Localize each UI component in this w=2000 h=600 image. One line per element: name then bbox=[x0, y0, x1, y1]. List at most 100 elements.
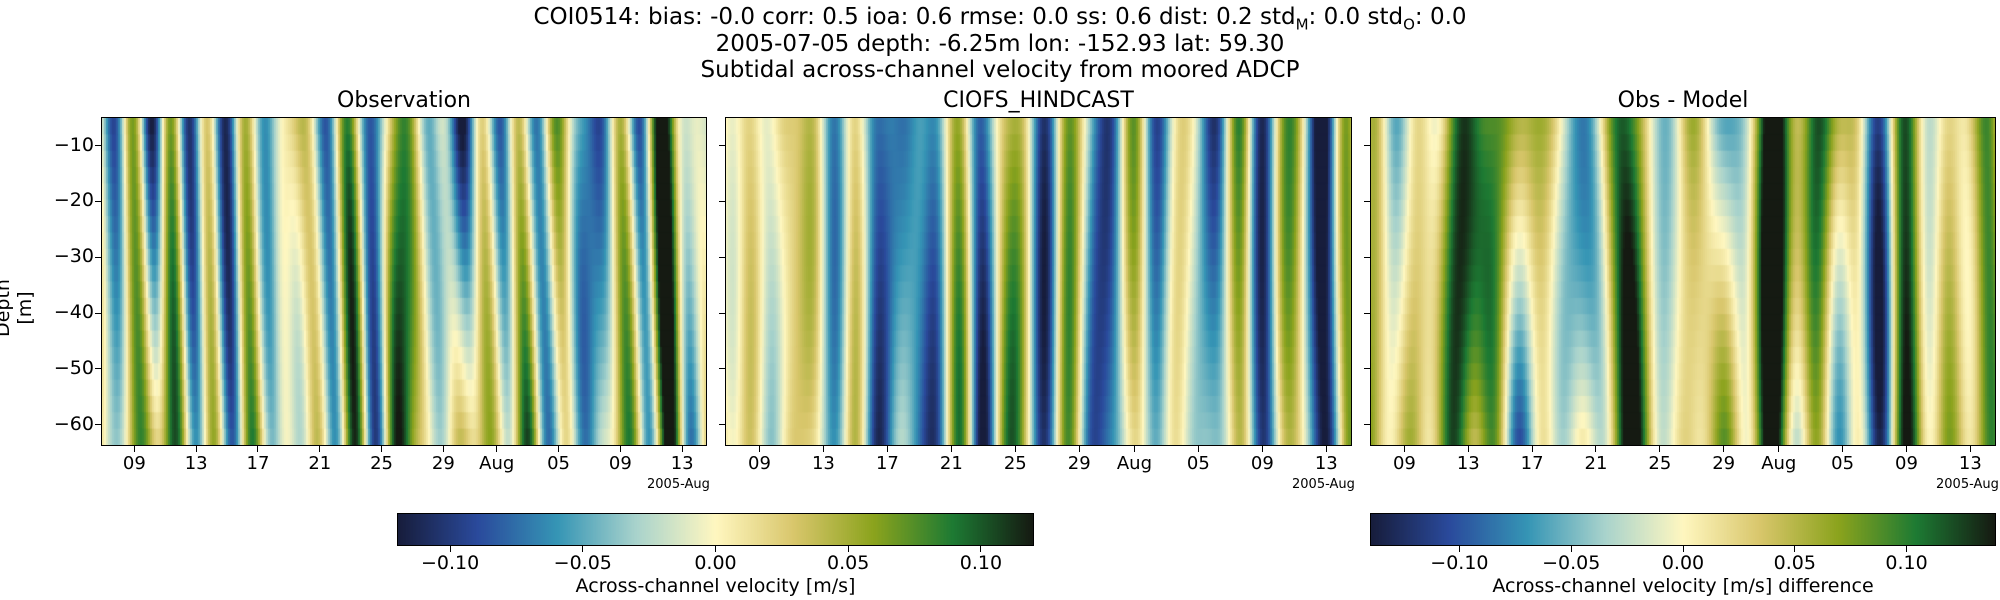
x-tick-label: 29 bbox=[1712, 453, 1736, 474]
y-tick-mark bbox=[1364, 368, 1370, 370]
x-tick-mark bbox=[1969, 446, 1971, 452]
colorbar-tick-label: 0.10 bbox=[1885, 552, 1928, 574]
x-tick-label: 29 bbox=[1067, 453, 1091, 474]
y-tick-label: −10 bbox=[53, 133, 94, 156]
x-tick-mark bbox=[1078, 446, 1080, 452]
x-axis-offset-label: 2005-Aug bbox=[647, 477, 710, 492]
x-tick-label: 13 bbox=[184, 453, 208, 474]
x-tick-mark bbox=[381, 446, 383, 452]
colorbar-difference-canvas bbox=[1371, 514, 1995, 545]
x-tick-mark bbox=[1905, 446, 1907, 452]
x-tick-mark bbox=[619, 446, 621, 452]
x-tick-label: 09 bbox=[122, 453, 146, 474]
figure-title-line3: Subtidal across-channel velocity from mo… bbox=[700, 57, 1300, 83]
x-tick-mark bbox=[1842, 446, 1844, 452]
colorbar-tick-label: 0.00 bbox=[694, 552, 737, 574]
panel-title-difference: Obs - Model bbox=[1617, 88, 1749, 113]
colorbar-tick-mark bbox=[847, 546, 849, 552]
x-tick-label: 25 bbox=[1648, 453, 1672, 474]
y-tick-mark bbox=[95, 200, 101, 202]
heatmap-difference bbox=[1370, 117, 1996, 446]
x-tick-label: 17 bbox=[875, 453, 899, 474]
y-tick-mark bbox=[95, 424, 101, 426]
figure-title-line2: 2005-07-05 depth: -6.25m lon: -152.93 la… bbox=[715, 31, 1285, 57]
colorbar-velocity bbox=[397, 513, 1034, 546]
heatmap-canvas-model bbox=[726, 118, 1351, 445]
x-tick-label: Aug bbox=[1116, 453, 1152, 474]
colorbar-velocity-canvas bbox=[398, 514, 1033, 545]
x-tick-label: Aug bbox=[1761, 453, 1797, 474]
colorbar-tick-mark bbox=[1682, 546, 1684, 552]
colorbar-tick-mark bbox=[1906, 546, 1908, 552]
colorbar-tick-mark bbox=[980, 546, 982, 552]
y-tick-mark bbox=[1364, 256, 1370, 258]
figure-title-line1: COI0514: bias: -0.0 corr: 0.5 ioa: 0.6 r… bbox=[533, 4, 1467, 34]
colorbar-tick-mark bbox=[1458, 546, 1460, 552]
heatmap-canvas-difference bbox=[1371, 118, 1995, 445]
colorbar-tick-mark bbox=[449, 546, 451, 552]
x-tick-label: 05 bbox=[1186, 453, 1210, 474]
y-tick-mark bbox=[95, 368, 101, 370]
x-tick-mark bbox=[886, 446, 888, 452]
x-tick-label: 05 bbox=[547, 453, 570, 474]
x-tick-mark bbox=[1778, 446, 1780, 452]
colorbar-tick-mark bbox=[1570, 546, 1572, 552]
colorbar-tick-mark bbox=[715, 546, 716, 552]
x-tick-label: 13 bbox=[670, 453, 694, 474]
x-tick-label: 09 bbox=[1392, 453, 1416, 474]
x-tick-mark bbox=[1325, 446, 1327, 452]
y-axis-label: Depth [m] bbox=[0, 279, 36, 337]
x-axis-offset-label: 2005-Aug bbox=[1936, 477, 1999, 492]
x-tick-label: 13 bbox=[811, 453, 835, 474]
x-tick-mark bbox=[133, 446, 135, 452]
y-tick-mark bbox=[95, 256, 101, 258]
heatmap-model bbox=[725, 117, 1352, 446]
x-tick-mark bbox=[1531, 446, 1533, 452]
x-tick-label: Aug bbox=[479, 453, 515, 474]
x-tick-mark bbox=[257, 446, 259, 452]
y-tick-mark bbox=[719, 145, 725, 147]
x-tick-label: 21 bbox=[1584, 453, 1608, 474]
y-tick-mark bbox=[95, 145, 101, 147]
x-tick-label: 25 bbox=[1003, 453, 1027, 474]
x-tick-mark bbox=[681, 446, 683, 452]
x-tick-label: 09 bbox=[748, 453, 771, 474]
y-tick-label: −50 bbox=[53, 356, 94, 379]
x-tick-label: 05 bbox=[1831, 453, 1855, 474]
colorbar-tick-label: 0.10 bbox=[959, 552, 1003, 574]
x-tick-mark bbox=[1261, 446, 1263, 452]
heatmap-observation bbox=[101, 117, 707, 446]
x-tick-mark bbox=[1403, 446, 1405, 452]
y-tick-mark bbox=[95, 312, 101, 314]
colorbar-tick-mark bbox=[1794, 546, 1796, 552]
x-tick-label: 13 bbox=[1958, 453, 1982, 474]
x-tick-label: 21 bbox=[939, 453, 963, 474]
y-tick-label: −20 bbox=[53, 189, 94, 212]
x-tick-mark bbox=[950, 446, 952, 452]
colorbar-tick-label: −0.10 bbox=[420, 552, 480, 574]
colorbar-difference bbox=[1370, 513, 1996, 546]
x-tick-mark bbox=[1133, 446, 1135, 452]
y-tick-mark bbox=[719, 368, 725, 370]
x-tick-mark bbox=[1014, 446, 1016, 452]
colorbar-velocity-label: Across-channel velocity [m/s] bbox=[575, 575, 856, 597]
x-tick-label: 29 bbox=[431, 453, 455, 474]
colorbar-difference-label: Across-channel velocity [m/s] difference bbox=[1492, 575, 1874, 597]
x-tick-label: 21 bbox=[308, 453, 332, 474]
x-tick-label: 09 bbox=[608, 453, 632, 474]
x-tick-label: 17 bbox=[246, 453, 270, 474]
x-tick-mark bbox=[1197, 446, 1199, 452]
y-tick-mark bbox=[1364, 424, 1370, 426]
x-tick-label: 09 bbox=[1895, 453, 1918, 474]
y-tick-mark bbox=[719, 200, 725, 202]
y-tick-mark bbox=[1364, 312, 1370, 314]
y-tick-mark bbox=[719, 256, 725, 258]
colorbar-tick-label: 0.00 bbox=[1661, 552, 1705, 574]
y-tick-mark bbox=[1364, 200, 1370, 202]
x-tick-label: 09 bbox=[1250, 453, 1274, 474]
y-tick-mark bbox=[1364, 145, 1370, 147]
x-tick-mark bbox=[1595, 446, 1597, 452]
x-tick-label: 25 bbox=[370, 453, 394, 474]
x-tick-mark bbox=[822, 446, 824, 452]
x-tick-mark bbox=[496, 446, 498, 452]
